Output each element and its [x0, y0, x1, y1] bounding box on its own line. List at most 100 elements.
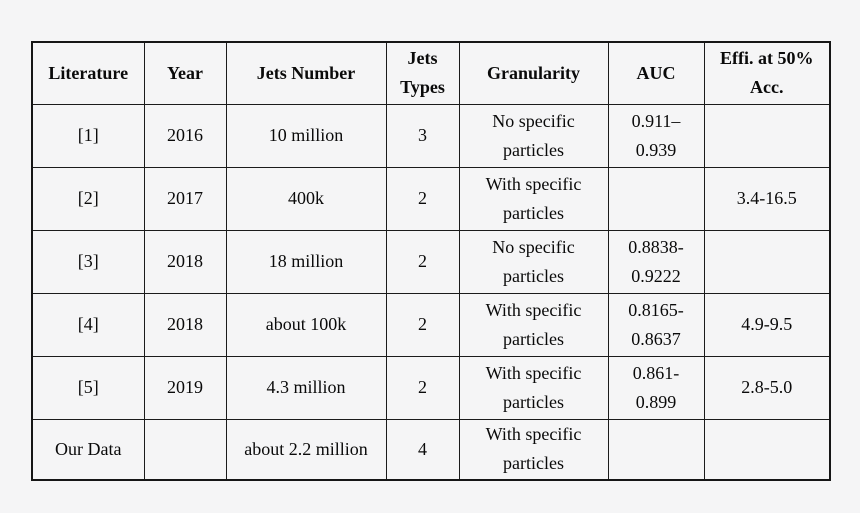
cell-granularity: No specific particles	[458, 103, 609, 168]
effi-value: 3.4-16.5	[736, 188, 797, 208]
header-effi-line2: Acc.	[750, 77, 784, 98]
literature-comparison-table: Literature Year Jets Number Jets Types G…	[31, 41, 831, 481]
cell-year: 2018	[143, 292, 227, 357]
jets-types-value: 2	[418, 188, 427, 208]
cell-jets-number: about 100k	[225, 292, 387, 357]
cell-literature: [4]	[31, 292, 145, 357]
granularity-line1: No specific	[492, 236, 575, 257]
cell-effi	[703, 418, 831, 481]
header-jets-number: Jets Number	[225, 41, 387, 105]
table-row: [4] 2018 about 100k 2 With specific part…	[31, 292, 831, 357]
auc-line1: 0.861-	[632, 362, 680, 383]
cell-effi	[703, 229, 831, 294]
auc-line1: 0.911–	[631, 110, 681, 131]
year-value: 2016	[167, 125, 203, 145]
cell-jets-types: 3	[385, 103, 460, 168]
jets-types-value: 4	[418, 438, 427, 459]
literature-value: Our Data	[55, 438, 122, 459]
cell-auc: 0.911– 0.939	[607, 103, 705, 168]
literature-value: [3]	[77, 251, 99, 271]
granularity-line1: With specific	[485, 173, 582, 194]
header-jets-types-line1: Jets	[407, 48, 438, 69]
jets-types-value: 3	[418, 125, 427, 145]
literature-value: [2]	[77, 188, 99, 208]
auc-line2: 0.939	[635, 139, 677, 160]
granularity-line2: particles	[503, 265, 564, 286]
header-jets-number-label: Jets Number	[256, 62, 356, 83]
cell-jets-types: 2	[385, 229, 460, 294]
jets-types-value: 2	[418, 314, 427, 334]
cell-literature: [5]	[31, 355, 145, 420]
cell-granularity: With specific particles	[458, 166, 609, 231]
effi-value: 4.9-9.5	[741, 314, 793, 334]
cell-effi	[703, 103, 831, 168]
header-jets-types-line2: Types	[400, 77, 445, 98]
cell-granularity: With specific particles	[458, 418, 609, 481]
cell-granularity: With specific particles	[458, 292, 609, 357]
granularity-line1: With specific	[485, 299, 582, 320]
jets-number-value: about 100k	[265, 314, 347, 334]
cell-effi: 3.4-16.5	[703, 166, 831, 231]
cell-granularity: With specific particles	[458, 355, 609, 420]
header-year-label: Year	[167, 62, 203, 83]
year-value: 2018	[167, 314, 203, 334]
header-year: Year	[143, 41, 227, 105]
cell-jets-types: 4	[385, 418, 460, 481]
cell-year: 2017	[143, 166, 227, 231]
year-value: 2019	[167, 377, 203, 397]
jets-number-value: 4.3 million	[266, 377, 346, 397]
cell-jets-types: 2	[385, 166, 460, 231]
granularity-line1: With specific	[485, 424, 582, 445]
header-auc: AUC	[607, 41, 705, 105]
effi-value: 2.8-5.0	[741, 377, 793, 397]
auc-line1: 0.8165-	[628, 299, 684, 320]
cell-jets-number: about 2.2 million	[225, 418, 387, 481]
year-value: 2018	[167, 251, 203, 271]
auc-line2: 0.899	[635, 391, 677, 412]
header-granularity-label: Granularity	[487, 62, 580, 83]
table-row-our-data: Our Data about 2.2 million 4 With specif…	[31, 418, 831, 481]
header-literature: Literature	[31, 41, 145, 105]
header-jets-types: Jets Types	[385, 41, 460, 105]
cell-literature: Our Data	[31, 418, 145, 481]
header-effi-line1: Effi. at 50%	[720, 48, 814, 69]
cell-year: 2019	[143, 355, 227, 420]
cell-effi: 4.9-9.5	[703, 292, 831, 357]
literature-value: [4]	[77, 314, 99, 334]
jets-number-value: about 2.2 million	[244, 438, 368, 459]
granularity-line2: particles	[503, 391, 564, 412]
header-granularity: Granularity	[458, 41, 609, 105]
auc-line2: 0.9222	[631, 265, 681, 286]
jets-types-value: 2	[418, 251, 427, 271]
year-value: 2017	[167, 188, 203, 208]
jets-number-value: 10 million	[268, 125, 344, 145]
literature-value: [1]	[77, 125, 99, 145]
cell-year: 2018	[143, 229, 227, 294]
cell-year: 2016	[143, 103, 227, 168]
cell-auc	[607, 166, 705, 231]
cell-jets-number: 18 million	[225, 229, 387, 294]
cell-literature: [3]	[31, 229, 145, 294]
auc-line1: 0.8838-	[628, 236, 684, 257]
header-literature-label: Literature	[48, 62, 129, 83]
auc-line2: 0.8637	[631, 328, 681, 349]
literature-comparison-table-wrap: Literature Year Jets Number Jets Types G…	[31, 41, 831, 481]
cell-literature: [2]	[31, 166, 145, 231]
cell-auc	[607, 418, 705, 481]
cell-effi: 2.8-5.0	[703, 355, 831, 420]
granularity-line2: particles	[503, 139, 564, 160]
jets-number-value: 18 million	[268, 251, 344, 271]
granularity-line2: particles	[503, 453, 564, 474]
cell-auc: 0.8838- 0.9222	[607, 229, 705, 294]
table-row: [1] 2016 10 million 3 No specific partic…	[31, 103, 831, 168]
granularity-line1: No specific	[492, 110, 575, 131]
table-row: [5] 2019 4.3 million 2 With specific par…	[31, 355, 831, 420]
cell-year	[143, 418, 227, 481]
table-header-row: Literature Year Jets Number Jets Types G…	[31, 41, 831, 105]
jets-types-value: 2	[418, 377, 427, 397]
literature-value: [5]	[77, 377, 99, 397]
cell-jets-number: 400k	[225, 166, 387, 231]
granularity-line2: particles	[503, 202, 564, 223]
header-auc-label: AUC	[636, 62, 676, 83]
cell-auc: 0.861- 0.899	[607, 355, 705, 420]
